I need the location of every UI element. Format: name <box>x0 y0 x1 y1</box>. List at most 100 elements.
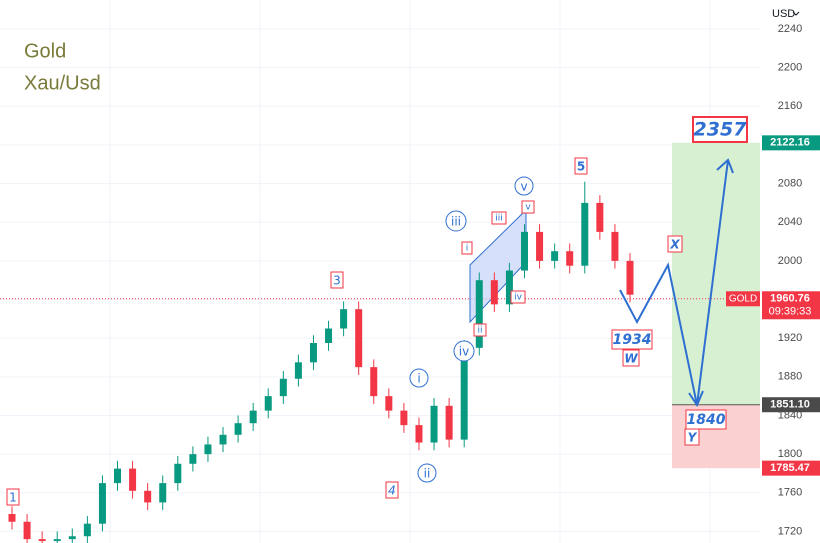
candle-body <box>159 483 167 503</box>
price-tag-label: 2122.16 <box>770 137 810 149</box>
projection-path <box>619 262 698 406</box>
candle-body <box>68 536 76 540</box>
candle-body <box>83 523 91 537</box>
arrow-head <box>716 158 734 174</box>
y-tick-label: 1920 <box>778 332 802 344</box>
candle-body <box>520 231 528 271</box>
candle-body <box>551 251 559 261</box>
candle-body <box>475 280 483 348</box>
wave-label: Y <box>688 431 698 445</box>
price-tag <box>762 460 820 476</box>
candle-body <box>53 539 61 542</box>
candle-body <box>340 309 348 329</box>
wave-label: X <box>669 238 680 252</box>
candle-body <box>611 231 619 261</box>
wave-label: v <box>525 203 531 213</box>
y-tick-label: 1840 <box>778 409 802 421</box>
candle-body <box>264 396 272 411</box>
projection-path <box>696 159 729 406</box>
target-label: 2357 <box>694 119 748 141</box>
y-tick-label: 2200 <box>778 62 802 74</box>
wave-label: W <box>624 352 638 366</box>
candle-body <box>144 490 152 503</box>
price-tag <box>762 397 820 413</box>
target-zone <box>672 142 760 405</box>
wave-label: iii <box>451 215 461 229</box>
title: Gold <box>24 40 66 62</box>
candle-body <box>596 202 604 232</box>
subtitle: Xau/Usd <box>24 72 101 94</box>
candle-body <box>234 423 242 435</box>
wave-label: 4 <box>388 484 396 498</box>
candle-body <box>385 396 393 411</box>
y-tick-label: 2160 <box>778 100 802 112</box>
symbol-tag-label: GOLD <box>729 293 757 304</box>
y-tick-label: 1880 <box>778 371 802 383</box>
label-box <box>6 488 20 506</box>
candle-body <box>626 260 634 295</box>
candle-body <box>129 468 137 491</box>
candle-body <box>415 425 423 443</box>
price-tag <box>762 135 820 151</box>
price-tag-label: 1851.10 <box>770 399 810 411</box>
candle-body <box>309 342 317 363</box>
candle-body <box>460 347 468 440</box>
candle-body <box>23 521 31 540</box>
wave-labels: 1 3 4 5 i ii iii iv v i ii iii iv v X W … <box>6 116 748 506</box>
candle-body <box>38 539 46 542</box>
candle-body <box>566 251 574 266</box>
wave-label: 3 <box>333 274 341 288</box>
wave-label: i <box>417 372 420 386</box>
candle-body <box>114 468 122 484</box>
symbol-tag <box>726 291 760 307</box>
y-tick-label: 2080 <box>778 177 802 189</box>
price-tag <box>762 291 820 320</box>
wave-label: ii <box>477 326 482 336</box>
target-label: 1840 <box>687 412 726 428</box>
candle-body <box>325 328 333 343</box>
candle-body <box>581 202 589 266</box>
y-tick-label: 1720 <box>778 525 802 537</box>
candle-body <box>370 367 378 397</box>
candle-body <box>98 483 106 524</box>
countdown: 09:39:33 <box>769 306 812 318</box>
wave-label: v <box>520 180 527 194</box>
price-tag-label: 1960.76 <box>770 293 810 305</box>
wave-label: ii <box>424 467 431 481</box>
candle-body <box>430 405 438 443</box>
currency: USD <box>772 8 795 20</box>
wave-label: 5 <box>577 160 585 174</box>
label-box <box>385 481 399 499</box>
candle-body <box>189 454 197 464</box>
candle-body <box>8 514 16 522</box>
vertical-grid <box>109 0 711 543</box>
y-tick-label: 1800 <box>778 448 802 460</box>
candle-body <box>536 231 544 261</box>
candle-body <box>490 280 498 305</box>
target-label: 1934 <box>613 332 652 348</box>
dropdown-icon[interactable] <box>792 11 800 16</box>
candle-body <box>204 444 212 455</box>
wave-label: iii <box>495 214 503 224</box>
candle-body <box>445 405 453 440</box>
candle-body <box>355 309 363 368</box>
label-box <box>574 157 588 175</box>
y-tick-label: 1760 <box>778 487 802 499</box>
candle-body <box>279 378 287 397</box>
y-tick-label: 2000 <box>778 255 802 267</box>
label-box <box>330 271 344 289</box>
candle-body <box>400 410 408 426</box>
y-tick-label: 2240 <box>778 23 802 35</box>
wave-label: iv <box>514 293 523 303</box>
wave-label: 1 <box>9 491 17 505</box>
candle-body <box>294 362 302 379</box>
candle-body <box>505 270 513 305</box>
wave-label: i <box>466 244 469 254</box>
y-tick-label: 2040 <box>778 216 802 228</box>
wave-label: iv <box>459 345 469 359</box>
candle-body <box>219 434 227 445</box>
candle-body <box>174 463 182 484</box>
price-tag-label: 1785.47 <box>770 462 810 474</box>
